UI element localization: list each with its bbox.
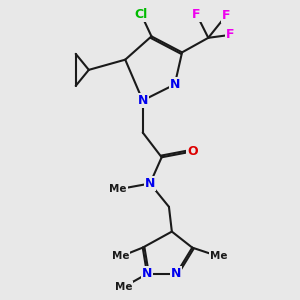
Text: F: F	[226, 28, 234, 41]
Text: N: N	[145, 177, 155, 190]
Text: Me: Me	[115, 282, 133, 292]
Text: F: F	[192, 8, 201, 21]
Text: Me: Me	[112, 251, 130, 261]
Text: Cl: Cl	[135, 8, 148, 21]
Text: N: N	[169, 78, 180, 91]
Text: N: N	[142, 267, 152, 280]
Text: N: N	[137, 94, 148, 107]
Text: Me: Me	[109, 184, 127, 194]
Text: O: O	[187, 145, 198, 158]
Text: Me: Me	[210, 251, 227, 261]
Text: F: F	[221, 10, 230, 22]
Text: N: N	[171, 267, 181, 280]
